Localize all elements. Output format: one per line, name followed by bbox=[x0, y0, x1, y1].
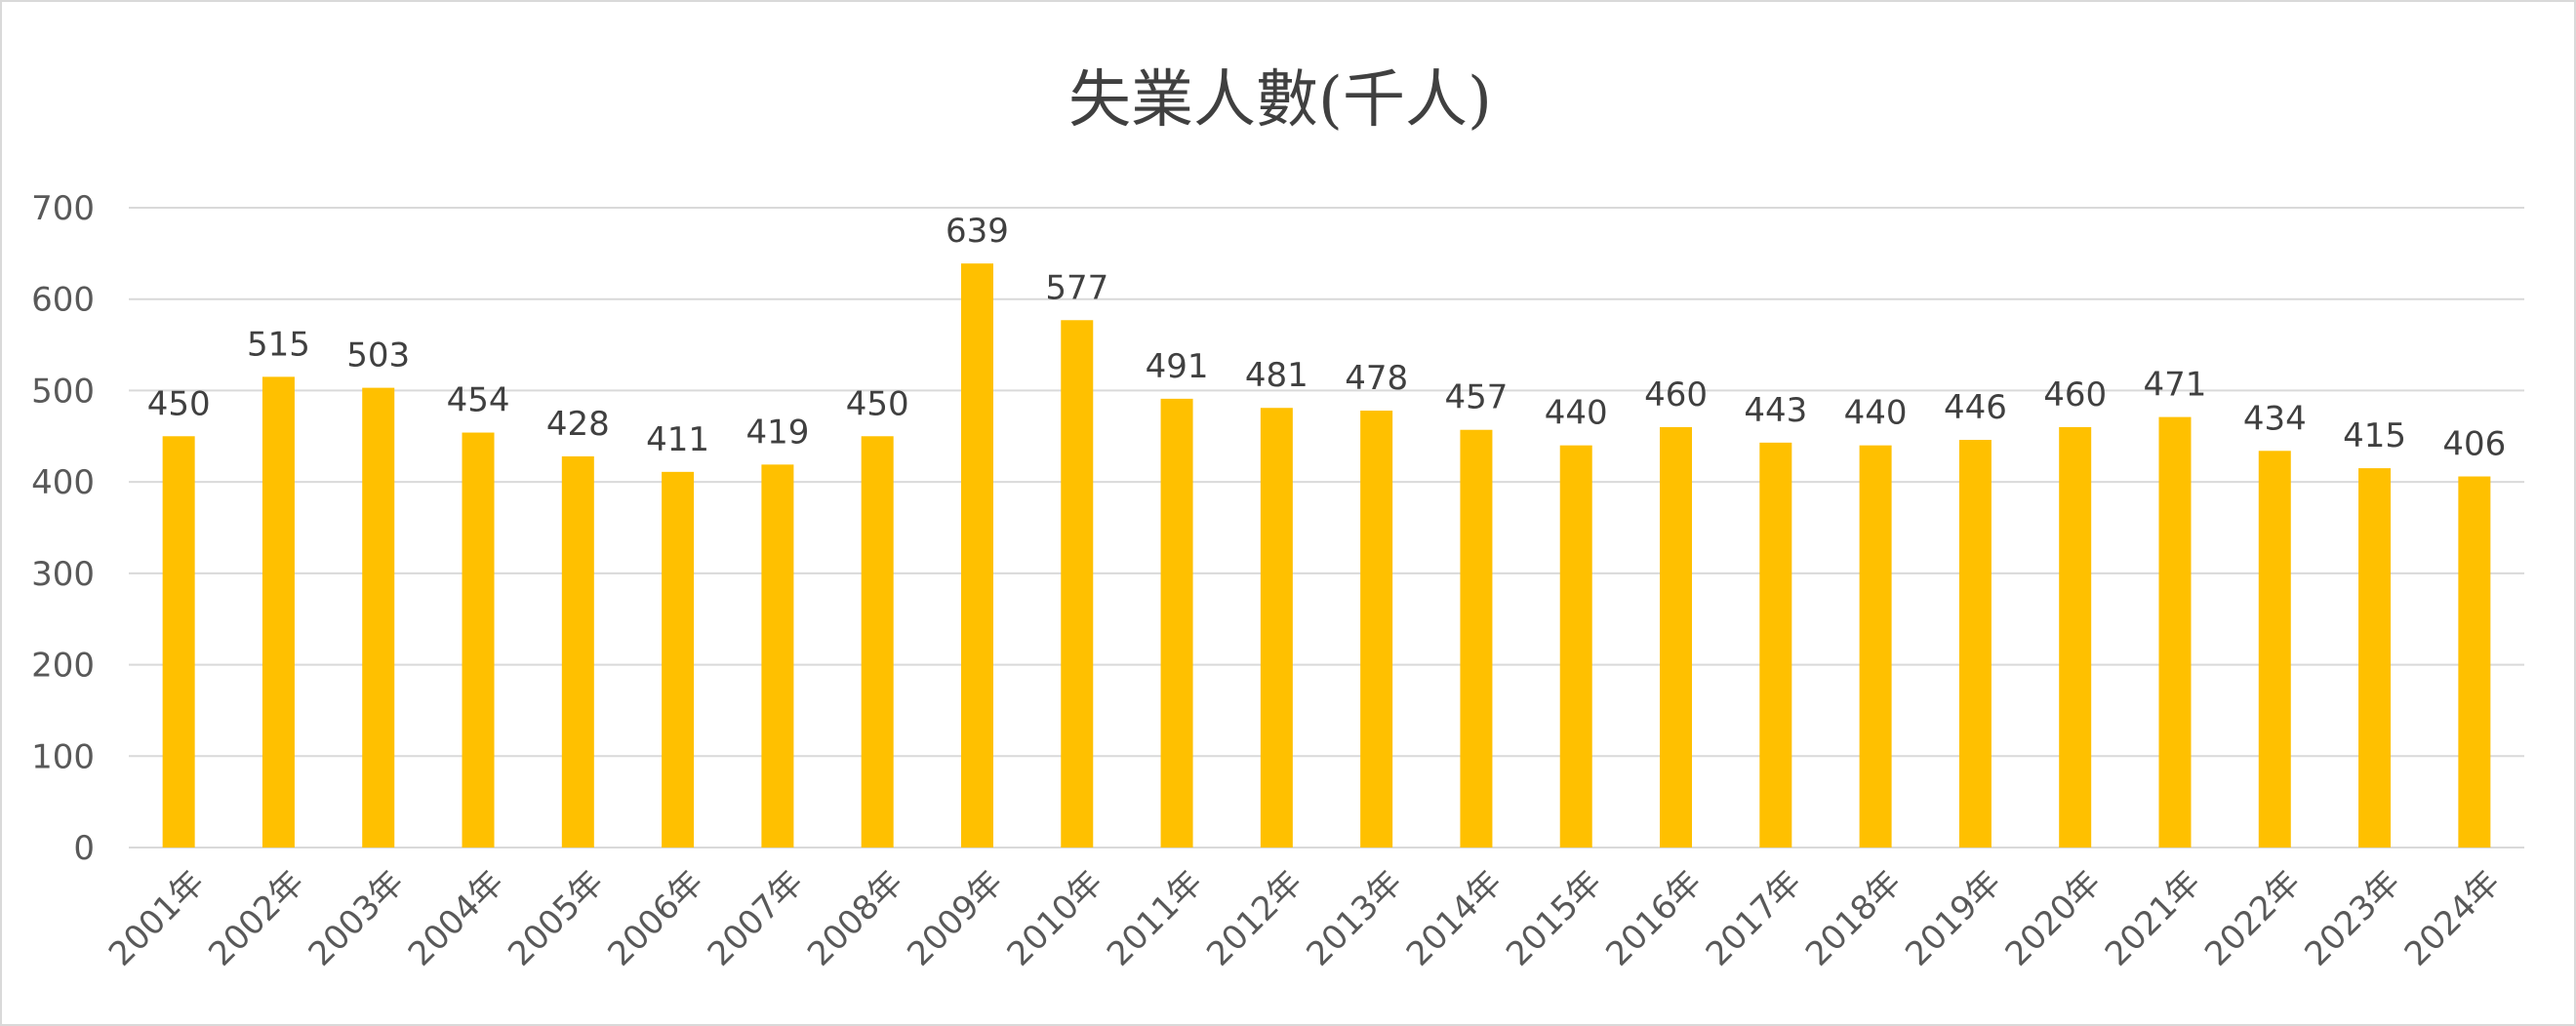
bar bbox=[861, 436, 894, 848]
x-tick-label: 2014年 bbox=[1399, 863, 1510, 974]
data-label: 419 bbox=[745, 413, 809, 452]
x-tick-label: 2015年 bbox=[1499, 863, 1610, 974]
x-tick-label: 2009年 bbox=[900, 863, 1011, 974]
y-axis: 0 100 200 300 400 500 600 700 bbox=[31, 189, 95, 868]
data-label: 446 bbox=[1944, 388, 2007, 427]
data-label: 457 bbox=[1444, 378, 1508, 417]
bar bbox=[1859, 445, 1892, 848]
data-label: 577 bbox=[1045, 268, 1108, 307]
data-label: 460 bbox=[2043, 375, 2107, 414]
bar bbox=[1460, 429, 1493, 848]
x-tick-label: 2010年 bbox=[1000, 863, 1111, 974]
x-tick-label: 2024年 bbox=[2397, 863, 2509, 974]
bar bbox=[1360, 411, 1393, 848]
x-tick-label: 2017年 bbox=[1699, 863, 1810, 974]
y-tick-label: 100 bbox=[31, 737, 95, 776]
data-label: 460 bbox=[1644, 375, 1708, 414]
y-tick-label: 600 bbox=[31, 281, 95, 320]
bar bbox=[662, 471, 695, 848]
bar bbox=[761, 464, 794, 848]
chart-title: 失業人數(千人) bbox=[1068, 64, 1492, 137]
bars bbox=[162, 263, 2491, 848]
x-tick-label: 2006年 bbox=[600, 863, 711, 974]
x-tick-label: 2007年 bbox=[701, 863, 812, 974]
x-tick-label: 2018年 bbox=[1798, 863, 1910, 974]
bar bbox=[960, 263, 993, 848]
bar bbox=[561, 455, 594, 848]
data-label: 503 bbox=[346, 336, 410, 375]
y-tick-label: 300 bbox=[31, 555, 95, 594]
data-label: 440 bbox=[1545, 394, 1608, 433]
bar bbox=[2258, 451, 2291, 848]
x-tick-label: 2008年 bbox=[800, 863, 911, 974]
bar bbox=[262, 376, 295, 848]
bar bbox=[1759, 442, 1792, 848]
bar bbox=[1660, 426, 1693, 848]
bar bbox=[1061, 320, 1094, 848]
x-tick-label: 2002年 bbox=[201, 863, 312, 974]
bar bbox=[462, 432, 495, 848]
x-tick-label: 2021年 bbox=[2098, 863, 2209, 974]
bar bbox=[2358, 468, 2392, 848]
x-tick-label: 2022年 bbox=[2197, 863, 2309, 974]
bar bbox=[1958, 440, 1992, 848]
data-label: 411 bbox=[646, 420, 709, 459]
data-label: 434 bbox=[2243, 399, 2307, 438]
x-tick-label: 2001年 bbox=[101, 863, 213, 974]
y-tick-label: 0 bbox=[73, 829, 95, 868]
data-label: 481 bbox=[1245, 356, 1308, 395]
x-tick-label: 2016年 bbox=[1598, 863, 1710, 974]
data-label: 428 bbox=[546, 405, 610, 444]
x-tick-label: 2005年 bbox=[501, 863, 612, 974]
x-tick-label: 2003年 bbox=[302, 863, 413, 974]
bar bbox=[362, 387, 395, 848]
x-axis: 2001年2002年2003年2004年2005年2006年2007年2008年… bbox=[101, 863, 2508, 974]
bar bbox=[162, 436, 195, 848]
data-label: 443 bbox=[1744, 391, 1807, 430]
data-labels: 450 515 503 454 428 411 419 450 639 577 491 481 478 4… bbox=[147, 212, 2507, 463]
data-label: 639 bbox=[946, 212, 1009, 251]
bar bbox=[1559, 445, 1592, 848]
bar bbox=[2059, 426, 2092, 848]
bar bbox=[1260, 408, 1293, 848]
y-tick-label: 200 bbox=[31, 647, 95, 686]
data-label: 491 bbox=[1146, 347, 1209, 386]
y-tick-label: 700 bbox=[31, 189, 95, 228]
gridlines bbox=[129, 207, 2524, 848]
x-tick-label: 2023年 bbox=[2297, 863, 2408, 974]
x-tick-label: 2011年 bbox=[1100, 863, 1211, 974]
x-tick-label: 2004年 bbox=[401, 863, 512, 974]
data-label: 450 bbox=[846, 384, 909, 423]
data-label: 440 bbox=[1844, 394, 1908, 433]
bar bbox=[2458, 476, 2491, 848]
x-tick-label: 2012年 bbox=[1199, 863, 1310, 974]
x-tick-label: 2013年 bbox=[1299, 863, 1410, 974]
data-label: 471 bbox=[2144, 366, 2207, 405]
data-label: 478 bbox=[1345, 359, 1408, 398]
y-tick-label: 500 bbox=[31, 372, 95, 411]
y-tick-label: 400 bbox=[31, 463, 95, 502]
data-label: 515 bbox=[247, 325, 310, 364]
data-label: 454 bbox=[447, 381, 510, 420]
bar bbox=[2158, 416, 2192, 848]
x-tick-label: 2020年 bbox=[1998, 863, 2110, 974]
data-label: 450 bbox=[147, 384, 211, 423]
data-label: 415 bbox=[2343, 416, 2406, 455]
bar bbox=[1160, 398, 1193, 848]
data-label: 406 bbox=[2442, 425, 2506, 464]
x-tick-label: 2019年 bbox=[1898, 863, 2009, 974]
